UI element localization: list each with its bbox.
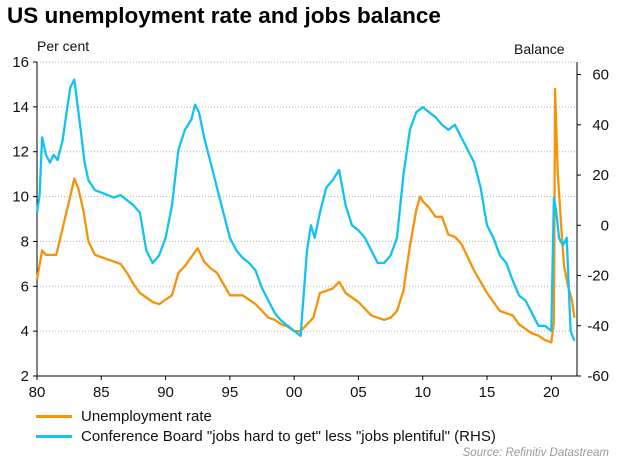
x-tick-label: 00 [286, 384, 303, 401]
chart-title: US unemployment rate and jobs balance [7, 3, 441, 28]
unemployment-rate-line [35, 87, 576, 344]
left-tick-label: 14 [12, 99, 29, 116]
left-tick-label: 16 [12, 54, 29, 71]
x-tick-label: 90 [157, 384, 174, 401]
left-tick-label: 12 [12, 144, 29, 161]
x-tick-label: 05 [350, 384, 367, 401]
x-tick-label: 95 [222, 384, 239, 401]
x-tick-label: 85 [93, 384, 110, 401]
legend-swatch-jobs-balance [36, 434, 72, 438]
jobs-balance-line [35, 78, 576, 342]
left-tick-label: 8 [21, 233, 29, 250]
x-tick-label: 10 [414, 384, 431, 401]
x-tick-label: 80 [29, 384, 46, 401]
legend-swatch-unemployment [36, 414, 72, 418]
legend: Unemployment rate Conference Board "jobs… [36, 406, 496, 446]
right-tick-label: 0 [601, 217, 609, 234]
right-tick-label: -20 [587, 268, 609, 285]
source-note: Source: Refinitiv Datastream [462, 447, 609, 459]
right-tick-label: -40 [587, 318, 609, 335]
right-tick-label: 40 [592, 117, 609, 134]
right-tick-label: -60 [587, 368, 609, 385]
right-axis-label: Balance [514, 41, 565, 57]
left-tick-label: 2 [21, 368, 29, 385]
left-tick-label: 10 [12, 189, 29, 206]
left-tick-label: 4 [21, 323, 29, 340]
legend-label-unemployment: Unemployment rate [81, 407, 212, 425]
left-axis-label: Per cent [37, 38, 90, 54]
x-tick-label: 15 [479, 384, 496, 401]
x-tick-label: 20 [543, 384, 560, 401]
legend-item-jobs-balance: Conference Board "jobs hard to get" less… [36, 426, 496, 446]
left-tick-label: 6 [21, 278, 29, 295]
right-tick-label: 20 [592, 167, 609, 184]
right-tick-label: 60 [592, 67, 609, 84]
legend-item-unemployment: Unemployment rate [36, 406, 496, 426]
legend-label-jobs-balance: Conference Board "jobs hard to get" less… [81, 427, 496, 445]
